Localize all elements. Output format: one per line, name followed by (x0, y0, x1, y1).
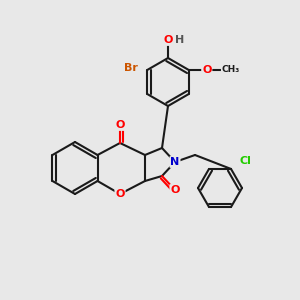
Text: Cl: Cl (239, 156, 251, 166)
Text: Br: Br (124, 63, 138, 73)
Text: O: O (115, 120, 125, 130)
Text: H: H (176, 35, 184, 45)
Text: N: N (170, 157, 180, 167)
Text: O: O (202, 65, 212, 75)
Text: CH₃: CH₃ (222, 65, 240, 74)
Text: O: O (170, 185, 180, 195)
Text: O: O (115, 189, 125, 199)
Text: O: O (163, 35, 173, 45)
